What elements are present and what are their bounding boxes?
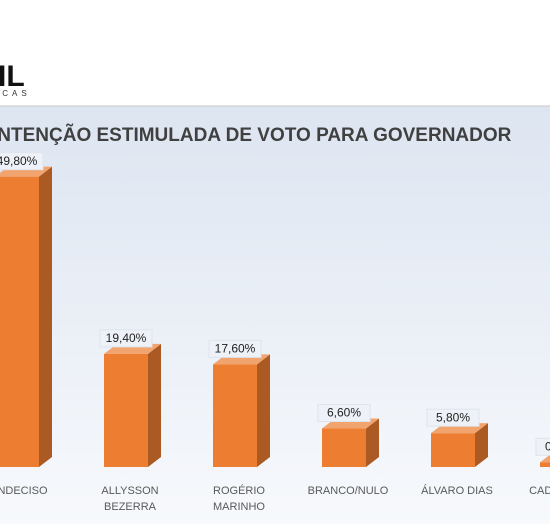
x-tick-label: ALLYSSON BEZERRA: [101, 485, 158, 513]
value-label: 0,80%: [545, 440, 550, 454]
bar-side: [39, 166, 52, 467]
bar-side: [257, 354, 270, 467]
x-tick-label: ÁLVARO DIAS: [421, 484, 493, 497]
value-label-box: [208, 339, 262, 358]
bar: [540, 454, 550, 467]
value-label: 5,80%: [436, 410, 470, 424]
bar-side: [148, 343, 161, 467]
bar-front: [104, 353, 148, 467]
value-label: 49,80%: [0, 154, 38, 168]
bar: [431, 423, 488, 467]
value-label-box: [0, 152, 44, 171]
x-tick-label: ROGÉRIO MARINHO: [213, 484, 265, 513]
bar: [213, 354, 270, 467]
value-label: 19,40%: [106, 331, 147, 345]
bar-side: [475, 423, 488, 467]
bar: [104, 343, 161, 467]
bar: [0, 166, 52, 467]
bar-front: [213, 364, 257, 467]
bar-front: [540, 462, 550, 467]
value-label-box: [426, 408, 480, 427]
value-label-box: [535, 437, 550, 456]
bar-front: [431, 433, 475, 467]
logo-subtitle: ICAS: [0, 89, 31, 98]
x-tick-label: BRANCO/NULO: [308, 485, 389, 497]
value-label: 17,60%: [215, 342, 256, 356]
logo: IL: [0, 60, 25, 93]
value-label-box: [317, 404, 371, 423]
bar-top: [540, 454, 550, 463]
chart-title: INTENÇÃO ESTIMULADA DE VOTO PARA GOVERNA…: [0, 124, 512, 146]
value-label-box: [99, 329, 153, 348]
x-tick-label: CADU XAVIER: [529, 485, 550, 497]
bar: [322, 418, 379, 467]
bar-side: [366, 418, 379, 467]
x-tick-label: INDECISO: [0, 485, 48, 497]
bar-front: [322, 428, 366, 467]
value-label: 6,60%: [327, 406, 361, 420]
bar-front: [0, 176, 39, 467]
